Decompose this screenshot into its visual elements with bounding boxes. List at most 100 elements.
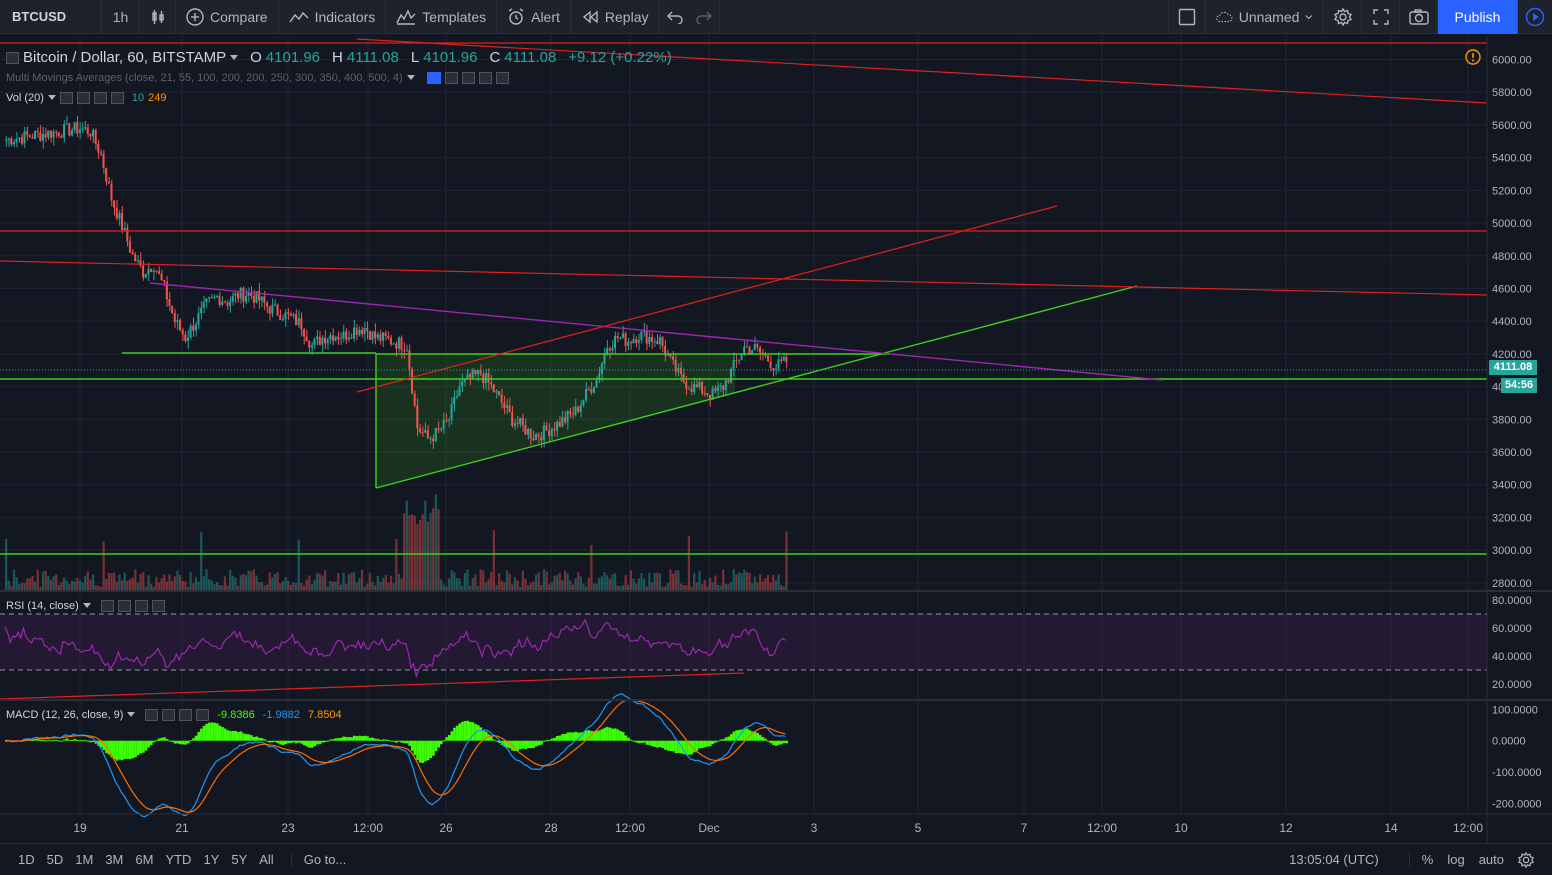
candle-body xyxy=(661,337,664,347)
more-icon[interactable] xyxy=(179,709,193,721)
publish-options-button[interactable] xyxy=(1518,0,1552,34)
candle-body xyxy=(421,432,424,434)
range-button-6m[interactable]: 6M xyxy=(135,852,154,867)
settings-icon[interactable] xyxy=(117,600,131,612)
rsi-legend[interactable]: RSI (14, close) xyxy=(6,600,165,612)
volume-bar xyxy=(387,582,390,591)
volume-bar xyxy=(751,582,754,591)
auto-toggle[interactable]: auto xyxy=(1478,852,1504,867)
volume-bar xyxy=(41,571,45,591)
volume-bar xyxy=(345,583,348,591)
percent-toggle[interactable]: % xyxy=(1408,852,1433,867)
close-icon[interactable] xyxy=(495,72,509,84)
macd-histogram-bar xyxy=(287,740,290,744)
range-button-3m[interactable]: 3M xyxy=(105,852,124,867)
macd-tick-label: -200.0000 xyxy=(1492,799,1542,811)
range-button-1d[interactable]: 1D xyxy=(18,852,35,867)
range-button-5d[interactable]: 5D xyxy=(46,852,64,867)
close-icon[interactable] xyxy=(196,709,210,721)
source-icon[interactable] xyxy=(461,72,475,84)
screenshot-button[interactable] xyxy=(1400,0,1438,34)
chart-canvas[interactable]: 6000.00 5800.00 5600.00 5400.00 5200.00 5000.… xyxy=(0,35,1552,843)
goto-date-button[interactable]: Go to... xyxy=(290,852,352,867)
volume-bar xyxy=(603,572,606,591)
more-icon[interactable] xyxy=(93,92,107,104)
volume-bar xyxy=(18,584,21,591)
settings-icon[interactable] xyxy=(162,709,176,721)
macd-title[interactable]: MACD (12, 26, close, 9) xyxy=(6,709,124,721)
mma-legend[interactable]: Multi Movings Averages (close, 21, 55, 1… xyxy=(6,72,509,84)
candle-body xyxy=(371,331,374,340)
range-button-1y[interactable]: 1Y xyxy=(203,852,220,867)
volume-bar xyxy=(121,580,124,591)
volume-bar xyxy=(619,586,622,591)
indicators-button[interactable]: Indicators xyxy=(279,0,387,34)
candle-body xyxy=(466,374,469,379)
macd-histogram-bar xyxy=(168,740,172,742)
alert-button[interactable]: Alert xyxy=(497,0,571,34)
macd-histogram-bar xyxy=(753,731,757,741)
templates-button[interactable]: Templates xyxy=(386,0,498,34)
close-icon[interactable] xyxy=(110,92,124,104)
close-icon[interactable] xyxy=(151,600,165,612)
range-button-ytd[interactable]: YTD xyxy=(165,852,192,867)
candle-body xyxy=(329,335,332,340)
caret-down-icon[interactable] xyxy=(230,54,239,61)
undo-button[interactable] xyxy=(660,0,690,34)
warning-icon[interactable] xyxy=(1465,49,1481,65)
range-button-1m[interactable]: 1M xyxy=(75,852,94,867)
log-toggle[interactable]: log xyxy=(1447,852,1465,867)
interval-button[interactable]: 1h xyxy=(102,0,140,34)
macd-histogram-bar xyxy=(716,740,720,742)
collapse-icon[interactable] xyxy=(6,51,19,64)
volume-title[interactable]: Vol (20) xyxy=(6,92,44,104)
caret-down-icon[interactable] xyxy=(47,95,56,101)
layout-name-button[interactable]: Unnamed xyxy=(1206,0,1324,34)
candle-body xyxy=(740,354,743,360)
utc-clock[interactable]: 13:05:04 (UTC) xyxy=(1289,852,1379,867)
chart-area[interactable]: 6000.00 5800.00 5600.00 5400.00 5200.00 5000.… xyxy=(0,35,1552,843)
volume-legend[interactable]: Vol (20) 10 249 xyxy=(6,92,167,104)
eye-icon[interactable] xyxy=(100,600,114,612)
caret-down-icon[interactable] xyxy=(82,603,91,609)
candle-body xyxy=(608,348,611,351)
eye-icon[interactable] xyxy=(145,709,159,721)
candle-body xyxy=(690,388,693,392)
settings-button[interactable] xyxy=(1324,0,1362,34)
fullscreen-layout-button[interactable] xyxy=(1168,0,1206,34)
publish-button[interactable]: Publish xyxy=(1438,0,1518,34)
candle-body xyxy=(645,330,648,344)
eye-icon[interactable] xyxy=(59,92,73,104)
range-button-5y[interactable]: 5Y xyxy=(231,852,248,867)
candle-body xyxy=(134,254,137,262)
caret-down-icon[interactable] xyxy=(406,75,415,81)
redo-button[interactable] xyxy=(690,0,720,34)
fullscreen-button[interactable] xyxy=(1362,0,1400,34)
symbol-search-button[interactable]: BTCUSD xyxy=(0,0,102,34)
caret-down-icon[interactable] xyxy=(127,712,136,718)
volume-bar xyxy=(134,569,137,591)
rsi-title[interactable]: RSI (14, close) xyxy=(6,600,79,612)
signal-line xyxy=(5,699,786,813)
gear-icon[interactable] xyxy=(1518,851,1534,868)
macd-legend[interactable]: MACD (12, 26, close, 9) -9.8386 -1.9882 … xyxy=(6,709,342,721)
candle-body xyxy=(52,131,55,138)
volume-bar xyxy=(68,584,71,591)
settings-icon[interactable] xyxy=(444,72,458,84)
chart-style-button[interactable] xyxy=(140,0,176,34)
replay-button[interactable]: Replay xyxy=(571,0,660,34)
more-icon[interactable] xyxy=(134,600,148,612)
price-tick-label: 3600.00 xyxy=(1492,447,1532,459)
settings-icon[interactable] xyxy=(76,92,90,104)
more-icon[interactable] xyxy=(478,72,492,84)
eye-icon[interactable] xyxy=(426,72,441,84)
series-title[interactable]: Bitcoin / Dollar, 60, BITSTAMP xyxy=(23,49,227,66)
volume-bar xyxy=(339,584,343,591)
compare-button[interactable]: Compare xyxy=(176,0,279,34)
range-button-all[interactable]: All xyxy=(259,852,274,867)
mma-title[interactable]: Multi Movings Averages (close, 21, 55, 1… xyxy=(6,72,403,84)
candle-body xyxy=(432,438,435,442)
macd-histogram-bar xyxy=(582,731,585,741)
candle-body xyxy=(218,295,221,305)
candle-body xyxy=(600,363,603,374)
